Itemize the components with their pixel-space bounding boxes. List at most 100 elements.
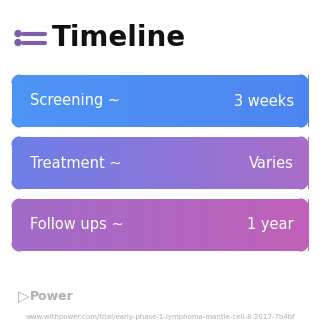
Bar: [156, 75, 157, 127]
Bar: [127, 199, 129, 251]
Bar: [44, 199, 45, 251]
Bar: [223, 199, 225, 251]
Bar: [305, 75, 307, 127]
Bar: [260, 137, 261, 189]
Bar: [174, 137, 175, 189]
Bar: [277, 137, 279, 189]
Bar: [109, 199, 110, 251]
Bar: [206, 137, 208, 189]
Bar: [144, 137, 146, 189]
Bar: [281, 137, 283, 189]
Bar: [90, 75, 92, 127]
Bar: [279, 137, 281, 189]
Bar: [299, 199, 300, 251]
Bar: [186, 137, 187, 189]
Bar: [205, 75, 207, 127]
Bar: [137, 199, 139, 251]
Bar: [75, 75, 76, 127]
Bar: [279, 75, 281, 127]
Bar: [278, 75, 280, 127]
Bar: [275, 75, 276, 127]
Bar: [35, 75, 36, 127]
Bar: [242, 75, 244, 127]
Bar: [251, 199, 252, 251]
Bar: [274, 199, 275, 251]
Bar: [86, 199, 87, 251]
Bar: [114, 199, 115, 251]
Bar: [296, 75, 298, 127]
Bar: [80, 137, 82, 189]
Bar: [194, 137, 195, 189]
Bar: [44, 75, 46, 127]
Bar: [54, 199, 56, 251]
Bar: [295, 75, 297, 127]
Bar: [63, 199, 65, 251]
Bar: [233, 137, 235, 189]
Bar: [69, 137, 71, 189]
Bar: [227, 75, 228, 127]
Bar: [281, 199, 283, 251]
Bar: [52, 75, 54, 127]
Bar: [252, 199, 253, 251]
Bar: [240, 199, 241, 251]
Bar: [123, 75, 124, 127]
Bar: [105, 75, 106, 127]
Bar: [283, 137, 285, 189]
Polygon shape: [12, 199, 20, 207]
Bar: [257, 199, 258, 251]
Bar: [287, 199, 289, 251]
Bar: [152, 75, 154, 127]
Bar: [292, 75, 294, 127]
Bar: [268, 137, 270, 189]
Bar: [162, 75, 164, 127]
Bar: [163, 137, 164, 189]
Bar: [300, 75, 301, 127]
Bar: [25, 137, 26, 189]
Bar: [289, 75, 291, 127]
Bar: [222, 137, 224, 189]
Bar: [19, 75, 20, 127]
Bar: [58, 75, 60, 127]
Bar: [60, 75, 61, 127]
Bar: [180, 75, 181, 127]
Bar: [296, 199, 298, 251]
Bar: [14, 75, 15, 127]
Bar: [291, 75, 293, 127]
Bar: [166, 199, 167, 251]
Bar: [117, 75, 119, 127]
Bar: [253, 75, 254, 127]
Bar: [84, 75, 85, 127]
Bar: [228, 199, 229, 251]
Bar: [221, 137, 223, 189]
Bar: [72, 137, 74, 189]
Bar: [292, 199, 294, 251]
Bar: [253, 137, 254, 189]
Bar: [167, 199, 168, 251]
Bar: [115, 199, 116, 251]
Bar: [233, 199, 235, 251]
Bar: [36, 199, 37, 251]
Bar: [77, 137, 79, 189]
Bar: [64, 75, 66, 127]
Bar: [191, 199, 192, 251]
Bar: [246, 75, 247, 127]
Bar: [209, 199, 211, 251]
Bar: [221, 75, 223, 127]
Bar: [46, 137, 48, 189]
Text: 1 year: 1 year: [247, 217, 294, 232]
Bar: [225, 75, 227, 127]
Text: Varies: Varies: [249, 156, 294, 170]
Bar: [99, 75, 100, 127]
Bar: [16, 75, 17, 127]
Bar: [26, 75, 27, 127]
Circle shape: [15, 40, 21, 45]
Bar: [69, 75, 71, 127]
Bar: [219, 75, 221, 127]
Bar: [29, 137, 30, 189]
Bar: [38, 137, 39, 189]
Bar: [68, 75, 70, 127]
Bar: [245, 137, 246, 189]
Bar: [244, 199, 245, 251]
Bar: [132, 199, 133, 251]
Bar: [18, 137, 20, 189]
